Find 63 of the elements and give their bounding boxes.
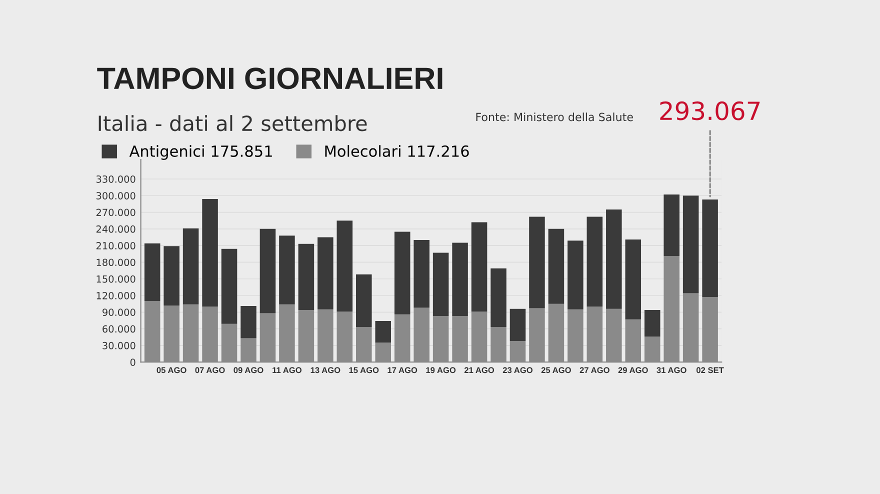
bar [471,222,488,312]
bar [414,240,430,308]
bar [452,242,468,316]
source-note: Fonte: Ministero della Salute [476,112,633,122]
chart-subtitle: Italia - dati al 2 settembre [98,115,367,132]
x-tick-label: 29 AGO [618,367,648,374]
x-tick-label: 02 SET [696,367,724,374]
x-tick-label: 27 AGO [580,367,610,374]
bar [279,236,295,304]
bar [510,308,526,342]
bar [221,248,238,324]
bar [644,310,660,337]
x-tick-label: 19 AGO [426,367,456,374]
x-tick-label: 07 AGO [195,367,225,374]
bar [164,246,180,306]
bar [240,306,256,338]
bar [260,228,276,314]
bar [702,199,718,298]
x-tick-label: 25 AGO [541,367,571,374]
bar [336,220,353,312]
bar [298,244,314,310]
y-tick-label: 330.000 [96,175,136,183]
y-tick-label: 30.000 [102,342,136,350]
x-tick-label: 11 AGO [272,367,302,374]
bar [490,268,506,328]
x-tick-label: 15 AGO [349,367,379,374]
bar [664,194,680,256]
legend-label: Molecolari 117.216 [325,145,469,157]
y-tick-label: 270.000 [96,208,136,216]
bar [682,196,699,294]
y-tick-label: 150.000 [96,275,136,283]
y-tick-label: 180.000 [96,258,136,266]
bar [548,228,564,304]
bar [606,210,622,309]
bar [432,252,449,316]
bar [202,198,218,307]
x-tick-label: 17 AGO [388,367,418,374]
y-tick-label: 120.000 [96,292,136,300]
x-tick-label: 23 AGO [502,367,533,374]
bar [182,228,199,304]
legend-label: Antigenici 175.851 [129,145,272,160]
chart-title: TAMPONI GIORNALIERI [97,68,442,90]
bar [586,216,603,307]
y-tick-label: 90.000 [102,308,136,316]
bar [318,237,334,310]
x-tick-label: 09 AGO [234,367,264,374]
y-tick-label: 210.000 [96,242,136,250]
bar [356,274,372,328]
bar [625,239,642,320]
x-tick-label: 21 AGO [464,367,494,374]
x-tick-label: 05 AGO [156,367,186,374]
bar [394,232,410,314]
y-tick-label: 240.000 [96,225,136,233]
bar [144,243,160,302]
bar [529,216,545,308]
bar [568,240,584,310]
y-tick-label: 60.000 [102,325,136,333]
bar [375,321,392,343]
y-tick-label: 300.000 [96,192,136,200]
annotation: 293.067 [660,101,760,120]
y-tick-label: 0 [130,358,136,366]
x-tick-label: 13 AGO [310,367,340,374]
x-tick-label: 31 AGO [656,367,686,374]
